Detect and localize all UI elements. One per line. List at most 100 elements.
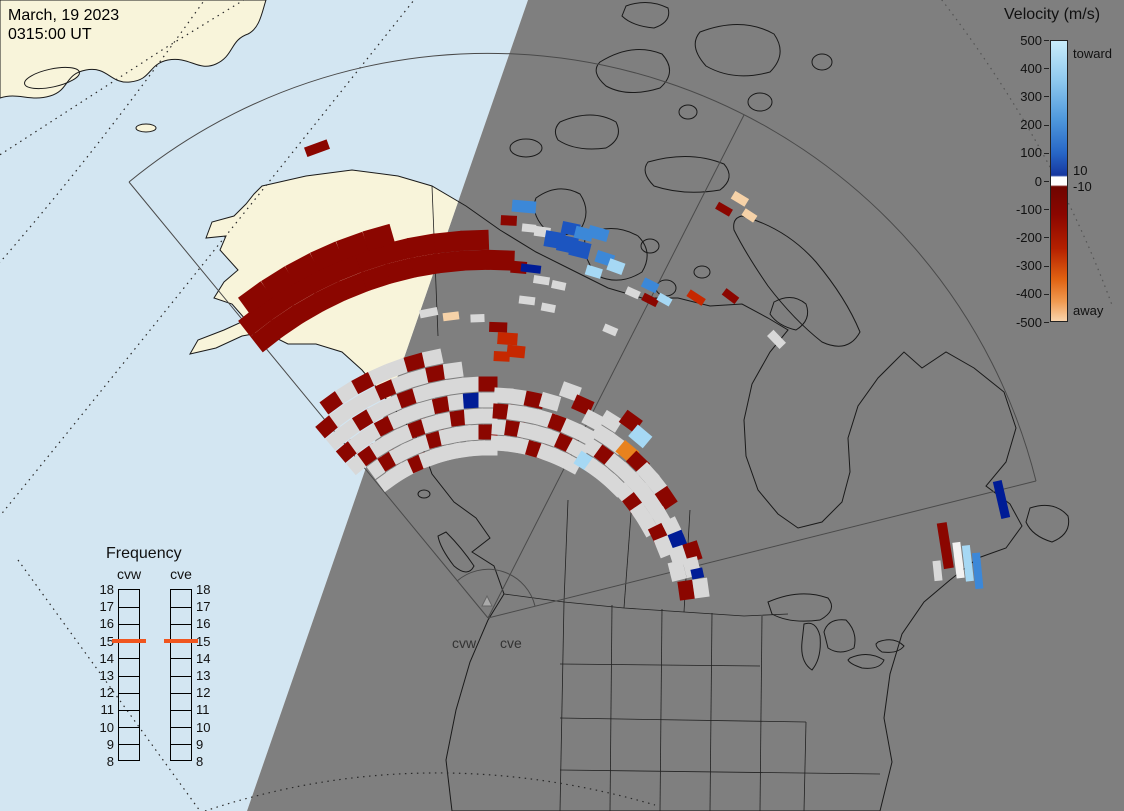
velocity-cell: [690, 567, 705, 580]
frequency-tick-label: 14: [99, 650, 114, 666]
velocity-cell: [407, 367, 431, 388]
velocity-cell: [461, 376, 482, 393]
timestamp-block: March, 19 2023 0315:00 UT: [8, 6, 119, 44]
velocity-cell: [640, 277, 660, 294]
velocity-cell: [433, 230, 464, 254]
velocity-tick-mark: [1044, 68, 1049, 70]
frequency-tick-label: 11: [196, 702, 210, 718]
velocity-colorbar: [1050, 40, 1068, 322]
velocity-cell: [598, 409, 623, 433]
velocity-cell: [667, 559, 687, 582]
velocity-cell: [391, 372, 414, 394]
velocity-cell: [992, 479, 1011, 520]
velocity-cell: [936, 522, 954, 570]
velocity-tick-label: -400: [1015, 286, 1042, 302]
velocity-tick-mark: [1044, 322, 1049, 323]
velocity-cell: [336, 231, 370, 261]
frequency-cell-divider: [171, 675, 191, 677]
velocity-cell: [624, 286, 641, 300]
frequency-cell-divider: [119, 606, 139, 608]
velocity-cell: [410, 253, 442, 278]
velocity-cell: [573, 225, 594, 242]
velocity-cell: [500, 215, 518, 226]
velocity-cell: [521, 223, 537, 233]
frequency-tick-label: 8: [196, 754, 204, 769]
velocity-tick-label: 200: [1020, 117, 1042, 133]
velocity-tick-mark: [1044, 96, 1049, 98]
velocity-cell: [558, 381, 582, 402]
velocity-tick-label: 100: [1020, 145, 1042, 161]
frequency-cell-divider: [119, 675, 139, 677]
frequency-tick-label: 17: [196, 599, 211, 615]
frequency-tick-label: 8: [106, 754, 114, 769]
velocity-cell: [518, 295, 536, 306]
frequency-tick-label: 12: [196, 685, 211, 701]
velocity-cell: [741, 208, 758, 223]
velocity-tick-mark: [1044, 181, 1049, 182]
velocity-cell: [337, 271, 371, 301]
upper-band-label: 10: [1073, 163, 1088, 178]
velocity-cell: [952, 541, 965, 579]
velocity-cell: [587, 224, 610, 243]
frequency-cell-divider: [171, 658, 191, 660]
velocity-cell: [606, 258, 626, 275]
velocity-cell: [478, 392, 498, 408]
velocity-tick-mark: [1044, 265, 1049, 267]
velocity-cell: [319, 391, 344, 415]
velocity-legend-title: Velocity (m/s): [1004, 6, 1101, 23]
frequency-tick-label: 12: [99, 685, 114, 701]
radar-fov-boundaries: [128, 52, 1037, 619]
radar-site-marker: [481, 594, 493, 607]
velocity-cell: [334, 381, 360, 404]
velocity-tick-label: 300: [1020, 88, 1042, 104]
frequency-cell-divider: [119, 709, 139, 711]
velocity-cell: [428, 379, 451, 399]
velocity-cell: [406, 233, 438, 258]
velocity-cell: [425, 364, 447, 383]
velocity-cell: [489, 321, 508, 333]
velocity-cell: [385, 357, 409, 379]
frequency-tick-label: 18: [99, 582, 114, 597]
frequency-tick-label: 17: [99, 599, 114, 615]
frequency-cell-divider: [119, 727, 139, 729]
frequency-tick-label: 14: [196, 650, 211, 666]
velocity-tick-label: -100: [1015, 201, 1042, 217]
velocity-tick-mark: [1044, 124, 1049, 126]
velocity-cell: [508, 388, 530, 406]
velocity-cell: [237, 281, 273, 314]
velocity-cell: [656, 292, 673, 307]
frequency-column-cve: cve: [170, 566, 192, 582]
frequency-tick-label: 10: [99, 719, 114, 735]
velocity-cell: [493, 387, 514, 404]
velocity-cell: [540, 302, 556, 314]
frequency-legend-title: Frequency: [106, 545, 182, 562]
velocity-tick-label: -200: [1015, 229, 1042, 245]
velocity-cell: [493, 350, 510, 362]
velocity-cell: [442, 361, 464, 380]
velocity-tick-label: 0: [1034, 173, 1042, 189]
velocity-cell: [654, 485, 678, 510]
away-label: away: [1073, 303, 1104, 318]
velocity-cell: [641, 292, 660, 308]
velocity-cell: [677, 579, 695, 601]
velocity-cell: [305, 263, 340, 294]
frequency-cell-divider: [171, 623, 191, 625]
velocity-tick-mark: [1044, 40, 1049, 41]
frequency-tick-label: 11: [100, 702, 115, 718]
frequency-tick-label: 16: [99, 616, 114, 632]
toward-label: toward: [1073, 46, 1113, 61]
frequency-cell-divider: [119, 658, 139, 660]
velocity-cell: [385, 257, 418, 284]
velocity-cell: [447, 393, 469, 411]
velocity-cell: [506, 344, 526, 359]
velocity-cell: [351, 372, 376, 395]
frequency-cell-divider: [171, 692, 191, 694]
velocity-cell: [435, 250, 466, 274]
velocity-cell: [462, 392, 483, 409]
velocity-cell: [238, 303, 273, 337]
velocity-cell: [932, 560, 943, 582]
velocity-cell: [686, 289, 706, 306]
velocity-cell: [368, 364, 392, 386]
velocity-cell: [461, 249, 490, 271]
